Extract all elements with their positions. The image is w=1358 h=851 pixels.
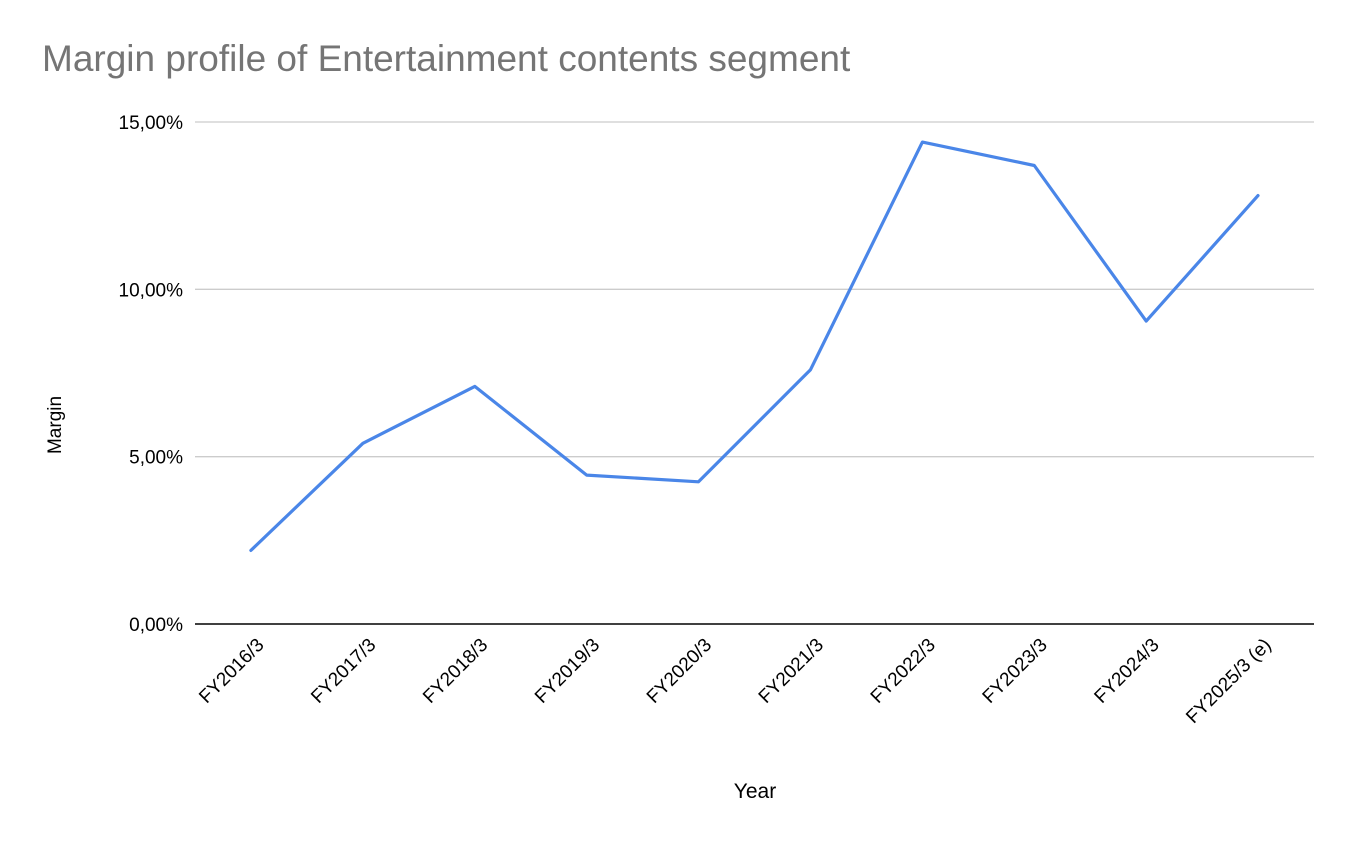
y-tick-label: 10,00%	[119, 280, 184, 301]
data-point	[1145, 320, 1148, 323]
x-tick-label: FY2024/3	[1091, 635, 1164, 708]
y-axis-title: Margin	[45, 396, 66, 454]
x-tick-label: FY2018/3	[419, 635, 492, 708]
data-point	[473, 385, 476, 388]
x-tick-label: FY2021/3	[755, 635, 828, 708]
x-axis-title: Year	[734, 780, 776, 803]
data-point	[697, 480, 700, 483]
y-tick-label: 15,00%	[119, 113, 184, 134]
y-tick-label: 0,00%	[129, 615, 183, 636]
x-tick-label: FY2019/3	[531, 635, 604, 708]
data-point	[1256, 194, 1259, 197]
data-point	[361, 442, 364, 445]
gridlines	[195, 121, 1314, 458]
x-tick-label: FY2016/3	[195, 635, 268, 708]
data-point	[1033, 164, 1036, 167]
data-point	[249, 549, 252, 552]
series-lines	[249, 140, 1260, 553]
x-tick-label: FY2025/3 (e)	[1182, 635, 1275, 728]
x-tick-label: FY2017/3	[307, 635, 380, 708]
x-tick-label: FY2022/3	[867, 635, 940, 708]
data-point	[809, 368, 812, 371]
tick-labels: 0,00% 5,00% 10,00% 15,00% FY2016/3 FY2017/3 FY…	[119, 113, 1276, 728]
x-tick-label: FY2020/3	[643, 635, 716, 708]
series-line	[249, 140, 1260, 553]
data-point	[585, 473, 588, 476]
x-tick-label: FY2023/3	[979, 635, 1052, 708]
chart-title: Margin profile of Entertainment contents…	[42, 38, 851, 79]
data-point	[921, 140, 924, 143]
y-tick-label: 5,00%	[129, 448, 183, 469]
